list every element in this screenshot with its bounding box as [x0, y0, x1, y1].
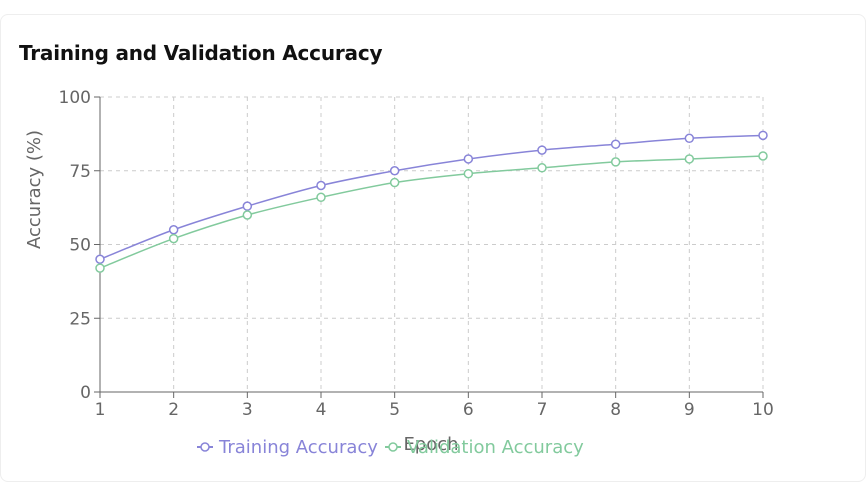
y-tick-label: 75	[69, 162, 91, 182]
series-training-accuracy	[95, 130, 768, 264]
data-point-validation-accuracy[interactable]	[316, 192, 326, 203]
legend-marker-icon	[388, 442, 398, 452]
data-point-training-accuracy[interactable]	[610, 139, 621, 149]
legend-label: Training Accuracy	[218, 437, 378, 458]
data-point-training-accuracy[interactable]	[463, 154, 474, 164]
x-tick-label: 9	[684, 400, 695, 420]
data-point-training-accuracy[interactable]	[389, 166, 400, 176]
grid	[99, 96, 764, 393]
data-point-training-accuracy[interactable]	[242, 201, 253, 211]
data-point-validation-accuracy[interactable]	[168, 233, 179, 244]
x-tick-label: 6	[463, 400, 474, 420]
series-validation-accuracy	[95, 151, 768, 273]
y-tick-label: 0	[80, 383, 91, 403]
chart-title: Training and Validation Accuracy	[19, 41, 383, 65]
x-tick-label: 5	[389, 400, 400, 420]
series-line-validation-accuracy	[99, 155, 764, 269]
y-tick-label: 25	[69, 309, 91, 329]
x-tick-label: 10	[752, 400, 774, 420]
data-point-training-accuracy[interactable]	[758, 130, 768, 141]
x-tick-label: 2	[168, 400, 179, 420]
tick-labels: 0 25 50 75 100 1 2 3 4 5 6 7 8 9 10	[59, 88, 774, 420]
x-tick-label: 3	[242, 400, 253, 420]
x-tick-label: 8	[610, 400, 621, 420]
data-point-validation-accuracy[interactable]	[610, 157, 621, 167]
legend[interactable]: Training Accuracy Validation Accuracy	[197, 437, 584, 458]
data-point-training-accuracy[interactable]	[95, 254, 105, 264]
legend-item-training-accuracy[interactable]: Training Accuracy	[197, 437, 378, 458]
data-point-validation-accuracy[interactable]	[758, 151, 768, 161]
data-point-validation-accuracy[interactable]	[242, 210, 253, 220]
x-tick-label: 7	[537, 400, 548, 420]
x-tick-label: 1	[95, 400, 106, 420]
x-tick-label: 4	[316, 400, 327, 420]
y-tick-label: 100	[59, 88, 91, 108]
legend-label: Validation Accuracy	[407, 437, 584, 458]
data-point-validation-accuracy[interactable]	[537, 163, 547, 173]
data-point-training-accuracy[interactable]	[537, 145, 547, 155]
data-point-training-accuracy[interactable]	[684, 133, 695, 144]
x-axis-label: Epoch	[403, 434, 458, 455]
data-point-validation-accuracy[interactable]	[95, 263, 105, 273]
y-axis-label: Accuracy (%)	[24, 130, 45, 249]
data-point-training-accuracy[interactable]	[168, 225, 179, 235]
legend-marker-icon	[200, 442, 210, 452]
data-point-validation-accuracy[interactable]	[463, 168, 474, 179]
series	[95, 130, 768, 273]
chart-card	[0, 14, 866, 482]
data-point-validation-accuracy[interactable]	[684, 154, 695, 164]
data-point-training-accuracy[interactable]	[316, 180, 326, 191]
y-tick-label: 50	[69, 236, 91, 256]
legend-item-validation-accuracy[interactable]: Validation Accuracy	[385, 437, 584, 458]
series-line-training-accuracy	[99, 134, 764, 260]
data-point-validation-accuracy[interactable]	[389, 177, 400, 188]
